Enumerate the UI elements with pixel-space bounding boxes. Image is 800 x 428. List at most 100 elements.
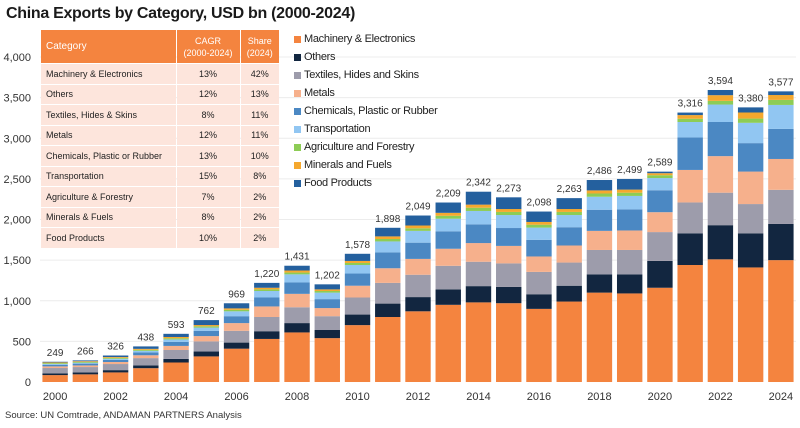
bar-segment [163,336,189,339]
bar-segment [707,100,734,105]
y-tick-label: 3,500 [3,93,31,105]
total-label: 1,578 [345,240,370,251]
bar-segment [102,357,129,359]
bar-segment [314,289,340,292]
x-tick-label: 2018 [587,391,611,403]
total-label: 762 [198,306,215,317]
total-label: 326 [107,342,124,353]
bar-segment [616,249,643,275]
bar-segment [556,209,582,212]
bar-segment [42,368,68,374]
chart-legend: Machinery & Electronics Others Textiles,… [294,30,438,192]
bar-segment [405,242,431,259]
row-cagr: 8% [176,207,240,227]
bar-segment [616,230,643,250]
bar-segment [72,363,99,366]
bar-segment [102,358,129,360]
bar-segment [526,308,552,383]
x-tick-label: 2020 [648,391,672,403]
legend-swatch [294,107,301,115]
row-category: Minerals & Fuels [41,207,176,227]
bar-segment [707,89,734,96]
bar-segment [344,325,371,383]
row-share: 42% [240,64,279,84]
total-label: 3,380 [738,93,763,104]
bar-segment [586,274,613,293]
total-label: 266 [77,346,94,357]
bar-segment [616,178,643,190]
bar-segment [768,104,794,129]
bar-segment [677,115,703,119]
legend-item-minerals: Minerals and Fuels [294,156,437,174]
bar-segment [284,293,310,308]
y-tick-label: 3,000 [3,133,31,145]
legend-item-chemicals: Chemicals, Plastic or Rubber [294,102,438,120]
bar-segment [647,232,673,261]
bar-segment [556,301,582,382]
data-labels: 249 266 326 438 593 762 969 1,220 1,431 1,202 1,57… [47,76,794,359]
bar-segment [42,361,68,363]
header-cagr-line1: CAGR [195,35,222,46]
bar-stack-2024 [768,91,794,383]
bar-segment [193,327,220,331]
bar-segment [223,323,250,331]
bar-segment [768,99,794,105]
total-label: 2,499 [617,165,642,176]
bar-segment [435,218,461,232]
bar-segment [254,297,280,307]
bar-segment [526,256,552,272]
bar-stack-2007 [254,282,280,382]
bar-segment [163,339,189,342]
bar-segment [526,221,552,225]
bar-stack-2010 [344,253,371,383]
bar-segment [193,326,220,328]
bar-segment [223,316,250,324]
total-label: 2,098 [526,198,551,209]
x-tick-label: 2010 [345,391,369,403]
bar-segment [314,292,340,300]
bar-segment [314,308,340,317]
row-share: 2% [240,187,279,207]
bar-stack-2008 [284,265,310,382]
chart-title: China Exports by Category, USD bn (2000-… [6,5,355,22]
total-label: 3,316 [678,99,703,110]
x-tick-label: 2002 [103,391,127,403]
bar-stack-2018 [586,180,613,383]
total-label: 969 [228,289,245,300]
source-note: Source: UN Comtrade, ANDAMAN PARTNERS An… [5,410,242,421]
bar-segment [284,265,310,271]
bar-segment [284,332,310,382]
bar-segment [526,294,552,309]
bar-segment [465,210,492,225]
header-share-line1: Share [247,35,272,46]
row-category: Textiles, Hides & Skins [41,105,176,125]
bar-segment [405,274,431,298]
header-cagr: CAGR (2000-2024) [176,30,240,63]
bar-segment [647,190,673,213]
table-row: Food Products 10% 2% [41,228,279,248]
legend-swatch [294,71,301,79]
total-label: 1,202 [315,270,340,281]
bar-segment [737,122,764,144]
bar-segment [133,358,159,366]
bar-segment [102,359,129,363]
bar-stack-2017 [556,198,582,382]
bar-segment [465,286,492,303]
total-label: 2,486 [587,166,612,177]
table-row: Others 12% 13% [41,84,279,104]
row-cagr: 7% [176,187,240,207]
legend-label: Metals [304,87,335,99]
row-category: Food Products [41,228,176,248]
bar-segment [133,346,159,349]
bar-stack-2022 [707,89,734,382]
bar-segment [526,227,552,240]
bar-segment [193,356,220,382]
bar-segment [616,195,643,210]
bar-segment [254,282,280,288]
bar-segment [677,112,703,116]
header-category-label: Category [46,40,87,52]
total-label: 593 [168,320,185,331]
bar-segment [737,267,764,382]
bar-segment [375,227,401,237]
bar-segment [133,365,159,369]
